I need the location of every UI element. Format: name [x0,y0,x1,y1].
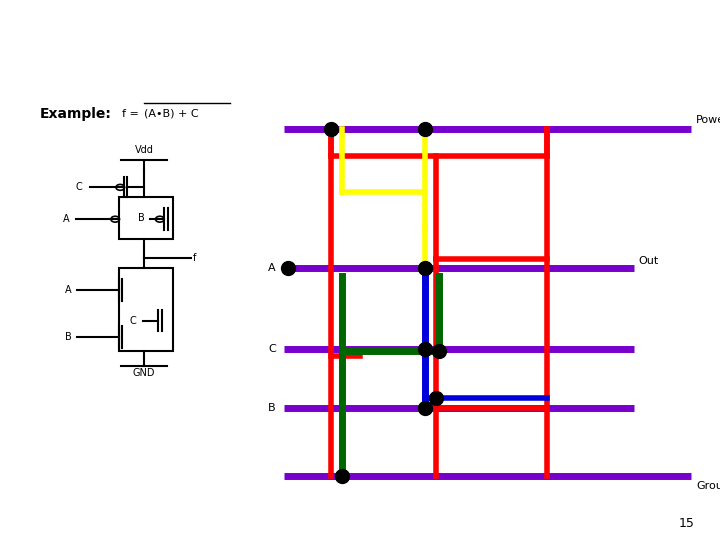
Text: A: A [268,263,276,273]
Point [282,264,294,273]
Text: f =: f = [122,109,143,119]
Text: Vdd: Vdd [135,145,153,155]
Text: C: C [130,315,136,326]
Text: Stick Diagrams: Stick Diagrams [265,15,455,35]
Text: C: C [268,344,276,354]
Point [419,264,431,273]
Text: Out: Out [639,256,659,266]
Text: 15: 15 [679,517,695,530]
Text: B: B [65,332,71,342]
Text: Power: Power [696,114,720,125]
Point [419,124,431,133]
Text: B: B [268,403,276,413]
Text: Ground: Ground [696,481,720,491]
Text: A: A [65,285,71,295]
Text: GND: GND [132,368,156,378]
Text: C: C [76,183,82,192]
Point [325,124,337,133]
Point [419,403,431,412]
Text: B: B [138,213,144,222]
Point [419,345,431,353]
Text: Example:: Example: [40,107,112,121]
Text: (A•B) + C: (A•B) + C [144,109,199,119]
Point [430,394,441,402]
Text: A: A [63,214,70,224]
Point [336,472,348,481]
Text: f: f [193,253,197,264]
Point [433,347,445,356]
